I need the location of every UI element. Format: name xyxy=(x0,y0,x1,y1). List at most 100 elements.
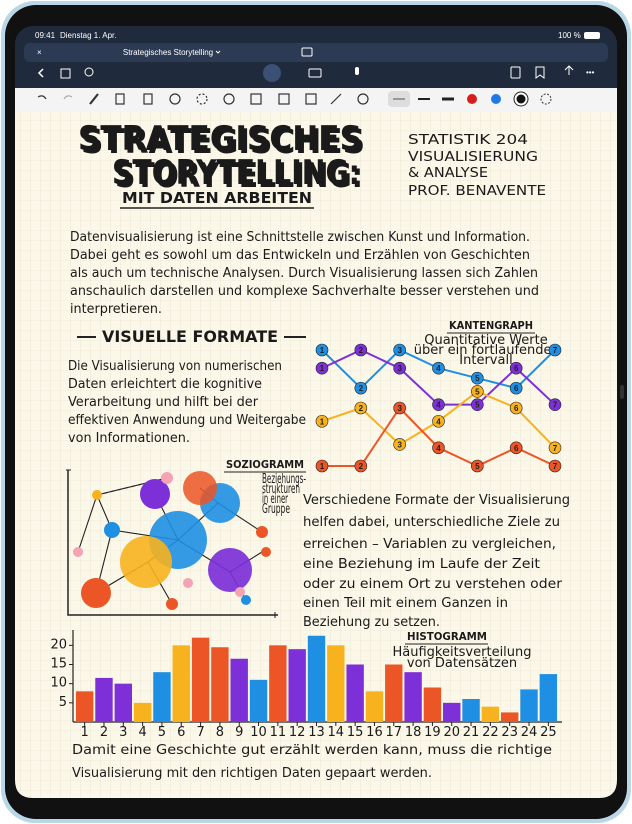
bar xyxy=(114,683,132,722)
color-red[interactable] xyxy=(467,94,477,104)
text-tool[interactable] xyxy=(278,93,290,105)
x-tick-label: 10 xyxy=(250,725,267,740)
battery-icon xyxy=(584,32,600,39)
node xyxy=(183,471,217,505)
x-tick-label: 25 xyxy=(540,725,557,740)
highlighter[interactable] xyxy=(143,93,153,105)
bar xyxy=(288,649,306,722)
point xyxy=(354,401,368,415)
bar xyxy=(211,647,229,722)
chart-subtitle: über ein fortlaufendes xyxy=(414,343,559,358)
grid-button[interactable] xyxy=(60,68,71,79)
intro-line: Dabei geht es sowohl um das Entwickeln u… xyxy=(70,248,530,263)
stickers[interactable] xyxy=(223,93,235,105)
more[interactable]: ••• xyxy=(586,68,595,77)
share[interactable] xyxy=(564,65,574,75)
color-picker[interactable] xyxy=(540,93,552,105)
split-icon[interactable] xyxy=(301,47,313,57)
course-line: STATISTIK 204 xyxy=(408,133,528,148)
redo[interactable] xyxy=(63,95,73,100)
tab-title[interactable]: Strategisches Storytelling xyxy=(123,48,213,57)
x-tick-label: 15 xyxy=(347,725,364,740)
point-label: 6 xyxy=(514,364,519,373)
point-label: 4 xyxy=(436,364,441,373)
lasso[interactable] xyxy=(196,93,208,105)
add-page[interactable] xyxy=(510,66,521,79)
formats-line: einen Teil mit einem Ganzen in xyxy=(303,596,508,611)
image[interactable] xyxy=(250,93,262,105)
title: STORYTELLING: xyxy=(112,153,360,193)
x-tick-label: 1 xyxy=(81,725,89,740)
point xyxy=(509,381,523,395)
section-line: Verarbeitung und hilft bei der xyxy=(68,395,259,410)
node xyxy=(241,595,251,605)
undo[interactable] xyxy=(37,95,47,100)
color-blue[interactable] xyxy=(491,94,501,104)
pen-tool[interactable] xyxy=(89,93,99,105)
ruler[interactable] xyxy=(330,93,342,105)
chart-title: KANTENGRAPH xyxy=(449,319,533,332)
chart-title: HISTOGRAMM xyxy=(407,630,487,643)
back-button[interactable] xyxy=(37,68,44,78)
point xyxy=(471,459,484,473)
point-label: 3 xyxy=(397,346,402,355)
x-tick-label: 22 xyxy=(482,725,499,740)
point-label: 5 xyxy=(475,387,480,396)
node xyxy=(208,548,252,592)
point-label: 4 xyxy=(436,401,441,410)
point xyxy=(471,398,484,411)
point xyxy=(393,401,406,415)
point-label: 7 xyxy=(553,346,558,355)
x-tick-label: 19 xyxy=(424,725,441,740)
intro-line: als auch um technische Analysen. Durch V… xyxy=(70,266,538,281)
point xyxy=(471,371,484,385)
point xyxy=(393,361,406,375)
formats-line: erreichen – Variablen zu vergleichen, xyxy=(303,537,556,552)
sociogram-caption: strukturen xyxy=(262,482,300,497)
close-tab[interactable]: × xyxy=(37,48,42,57)
section-line: von Informationen. xyxy=(68,431,190,446)
bar xyxy=(539,674,558,722)
point xyxy=(509,361,523,375)
search-button[interactable] xyxy=(84,67,94,77)
sociogram xyxy=(66,469,278,618)
point-label: 5 xyxy=(475,462,480,471)
y-tick-label: 10 xyxy=(50,676,67,691)
point-label: 4 xyxy=(436,444,441,453)
point-label: 6 xyxy=(514,384,519,393)
point xyxy=(393,438,406,451)
point-label: 5 xyxy=(475,374,480,383)
point-label: 7 xyxy=(553,401,558,410)
pen-mode[interactable] xyxy=(263,64,281,82)
formats-line: oder zu einem Ort zu verstehen oder xyxy=(303,577,563,592)
formats-line: Verschiedene Formate der Visualisierung xyxy=(303,493,570,508)
shapes[interactable] xyxy=(169,93,181,105)
intro-line: Datenvisualisierung ist eine Schnittstel… xyxy=(70,230,530,245)
x-tick-label: 13 xyxy=(308,725,325,740)
scan[interactable] xyxy=(305,93,317,105)
keyboard-button[interactable] xyxy=(308,68,322,78)
x-tick-label: 17 xyxy=(386,725,403,740)
camera xyxy=(620,385,624,399)
bar xyxy=(191,637,210,722)
x-tick-label: 9 xyxy=(235,725,243,740)
node xyxy=(92,490,102,500)
bar xyxy=(133,702,152,722)
subtitle: MIT DATEN ARBEITEN xyxy=(122,189,312,207)
eraser[interactable] xyxy=(115,93,125,105)
y-tick-label: 15 xyxy=(50,657,67,672)
closing-line: Damit eine Geschichte gut erzählt werden… xyxy=(72,743,552,758)
mic-button[interactable] xyxy=(355,67,359,75)
course-line: PROF. BENAVENTE xyxy=(408,184,546,199)
intro-line: anschaulich darstellen und komplexe Sach… xyxy=(70,284,539,299)
sociogram-caption: in einer xyxy=(262,492,288,507)
bar xyxy=(423,687,442,722)
laser[interactable] xyxy=(357,93,369,105)
tab-chevron[interactable] xyxy=(215,50,221,54)
bookmark[interactable] xyxy=(535,66,545,79)
node xyxy=(235,587,245,597)
point xyxy=(509,441,523,455)
point-label: 7 xyxy=(553,444,558,453)
chart-subtitle: von Datensätzen xyxy=(407,656,517,671)
